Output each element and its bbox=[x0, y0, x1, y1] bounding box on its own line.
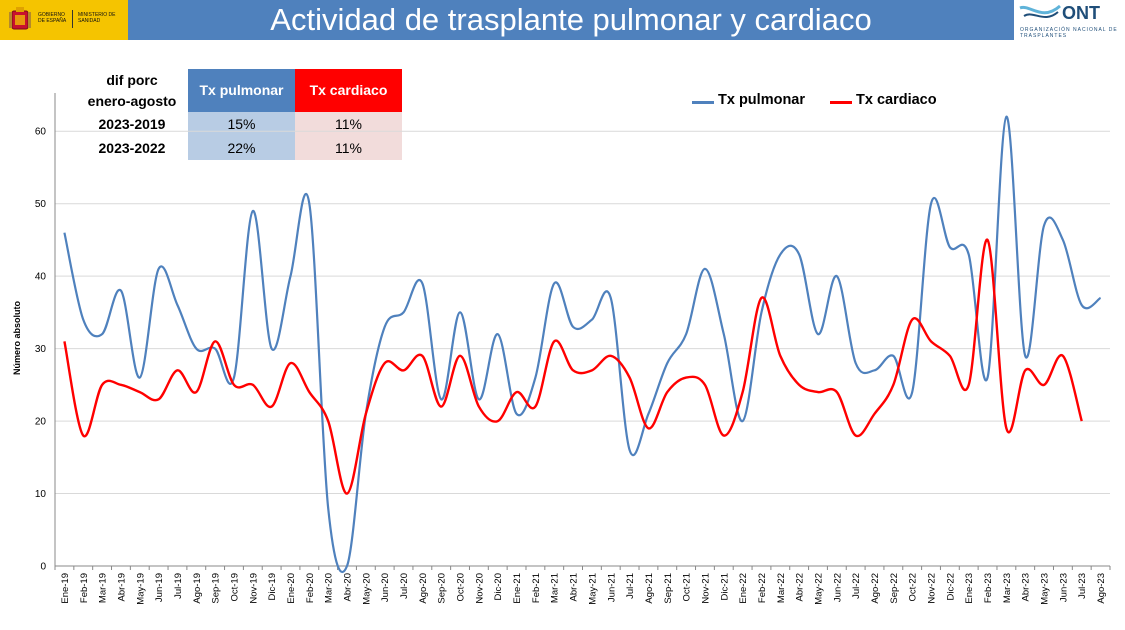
coat-of-arms-icon bbox=[9, 7, 31, 30]
x-tick-label: Abr-20 bbox=[343, 573, 354, 602]
x-tick-label: Jul-19 bbox=[173, 573, 184, 599]
x-tick-label: Sep-22 bbox=[889, 573, 900, 604]
x-tick-label: Mar-20 bbox=[324, 573, 335, 603]
legend-swatch-cardiaco bbox=[830, 101, 852, 104]
x-tick-label: Nov-21 bbox=[700, 573, 711, 604]
page-title: Actividad de trasplante pulmonar y cardi… bbox=[270, 2, 872, 37]
x-tick-label: Jun-22 bbox=[832, 573, 843, 602]
x-tick-label: Abr-23 bbox=[1021, 573, 1032, 602]
x-tick-label: Nov-19 bbox=[248, 573, 259, 604]
x-tick-label: Feb-20 bbox=[305, 573, 316, 603]
x-tick-label: Dic-21 bbox=[719, 573, 730, 600]
x-tick-label: Nov-22 bbox=[927, 573, 938, 604]
x-tick-label: Feb-19 bbox=[79, 573, 90, 603]
x-tick-label: Mar-23 bbox=[1002, 573, 1013, 603]
x-tick-label: Ago-20 bbox=[418, 573, 429, 604]
x-tick-label: Sep-21 bbox=[663, 573, 674, 604]
x-tick-label: Oct-20 bbox=[456, 573, 467, 602]
x-tick-label: Ago-23 bbox=[1096, 573, 1107, 604]
government-logo: GOBIERNO DE ESPAÑA MINISTERIO DE SANIDAD bbox=[0, 0, 128, 40]
x-tick-label: Jul-22 bbox=[851, 573, 862, 599]
x-tick-label: Abr-22 bbox=[795, 573, 806, 602]
y-tick-label: 60 bbox=[35, 127, 47, 138]
table-cell-pulmonar: 22% bbox=[188, 136, 295, 160]
table-cell-cardiaco: 11% bbox=[295, 136, 402, 160]
x-tick-label: Oct-22 bbox=[908, 573, 919, 602]
x-tick-label: Feb-21 bbox=[531, 573, 542, 603]
x-tick-label: May-21 bbox=[587, 573, 598, 605]
x-tick-label: Jun-23 bbox=[1058, 573, 1069, 602]
x-tick-label: Mar-19 bbox=[98, 573, 109, 603]
ont-subtitle: ORGANIZACIÓN NACIONAL DE TRASPLANTES bbox=[1020, 27, 1118, 39]
logo-divider bbox=[72, 10, 73, 28]
table-header-label-line1: dif porc bbox=[106, 72, 158, 88]
y-tick-label: 0 bbox=[40, 562, 46, 573]
x-tick-label: Jul-23 bbox=[1077, 573, 1088, 599]
y-tick-label: 40 bbox=[35, 272, 47, 283]
ont-logo-text: ONT bbox=[1062, 3, 1100, 23]
gov-logo-text: GOBIERNO DE ESPAÑA bbox=[38, 12, 67, 24]
x-tick-label: Abr-19 bbox=[116, 573, 127, 602]
x-tick-label: Ago-22 bbox=[870, 573, 881, 604]
x-tick-label: May-23 bbox=[1040, 573, 1051, 605]
y-tick-label: 30 bbox=[35, 344, 47, 355]
x-tick-label: Jul-20 bbox=[399, 573, 410, 599]
table-row-label: 2023-2022 bbox=[98, 140, 166, 156]
legend-label-pulmonar: Tx pulmonar bbox=[718, 92, 806, 108]
legend-label-cardiaco: Tx cardiaco bbox=[856, 92, 937, 108]
series-line-tx-cardiaco bbox=[63, 238, 1083, 495]
x-tick-label: May-19 bbox=[135, 573, 146, 605]
table-header-cardiaco: Tx cardiaco bbox=[295, 69, 402, 112]
x-tick-label: Ago-21 bbox=[644, 573, 655, 604]
ministry-logo-text: MINISTERIO DE SANIDAD bbox=[78, 12, 116, 24]
table-header-pulmonar: Tx pulmonar bbox=[188, 69, 295, 112]
x-tick-label: Feb-23 bbox=[983, 573, 994, 603]
x-tick-label: Dic-20 bbox=[493, 573, 504, 600]
ont-logo: ONT ORGANIZACIÓN NACIONAL DE TRASPLANTES bbox=[1014, 0, 1125, 40]
x-tick-label: Jun-19 bbox=[154, 573, 165, 602]
x-tick-label: Dic-19 bbox=[267, 573, 278, 600]
y-tick-label: 50 bbox=[35, 199, 47, 210]
series-line-tx-pulmonar bbox=[63, 115, 1102, 573]
x-tick-label: Ene-23 bbox=[964, 573, 975, 604]
x-tick-label: May-20 bbox=[361, 573, 372, 605]
x-tick-label: Ene-20 bbox=[286, 573, 297, 604]
title-bar: Actividad de trasplante pulmonar y cardi… bbox=[128, 0, 1014, 40]
legend-swatch-pulmonar bbox=[692, 101, 714, 104]
y-tick-label: 10 bbox=[35, 489, 47, 500]
x-tick-label: Ene-21 bbox=[512, 573, 523, 604]
x-tick-label: Abr-21 bbox=[569, 573, 580, 602]
table-cell-pulmonar: 15% bbox=[188, 112, 295, 136]
table-row-label: 2023-2019 bbox=[98, 116, 166, 132]
x-tick-label: Dic-22 bbox=[945, 573, 956, 600]
x-tick-label: Jun-20 bbox=[380, 573, 391, 602]
x-tick-label: Oct-19 bbox=[229, 573, 240, 602]
x-tick-label: Ene-19 bbox=[60, 573, 71, 604]
x-tick-label: Ago-19 bbox=[192, 573, 203, 604]
x-tick-label: Oct-21 bbox=[682, 573, 693, 602]
x-tick-label: Sep-19 bbox=[211, 573, 222, 604]
table-header-label-line2: enero-agosto bbox=[87, 93, 177, 109]
table-cell-cardiaco: 11% bbox=[295, 112, 402, 136]
x-tick-label: Mar-22 bbox=[776, 573, 787, 603]
ont-swoosh-icon bbox=[1019, 4, 1061, 18]
x-tick-label: Jul-21 bbox=[625, 573, 636, 599]
x-tick-label: Feb-22 bbox=[757, 573, 768, 603]
x-tick-label: Sep-20 bbox=[437, 573, 448, 604]
x-tick-label: Jun-21 bbox=[606, 573, 617, 602]
x-tick-label: Mar-21 bbox=[550, 573, 561, 603]
x-tick-label: May-22 bbox=[813, 573, 824, 605]
y-tick-label: 20 bbox=[35, 417, 47, 428]
x-tick-label: Ene-22 bbox=[738, 573, 749, 604]
x-tick-label: Nov-20 bbox=[474, 573, 485, 604]
header-band: GOBIERNO DE ESPAÑA MINISTERIO DE SANIDAD… bbox=[0, 0, 1125, 40]
